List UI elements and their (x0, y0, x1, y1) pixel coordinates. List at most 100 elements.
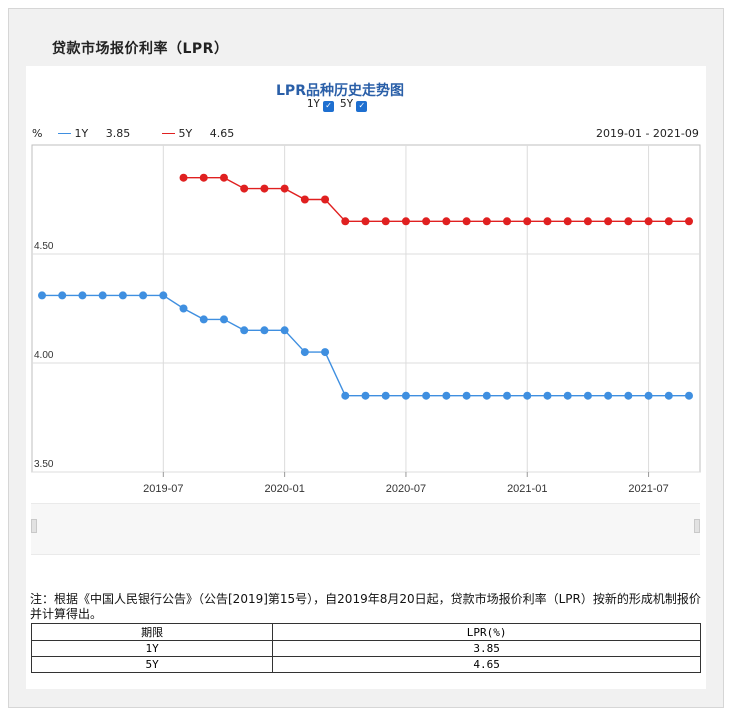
data-point-1y (462, 391, 471, 400)
y-tick-label: 4.50 (34, 241, 54, 252)
data-point-1y (624, 391, 633, 400)
data-point-1y (523, 391, 532, 400)
data-point-1y (280, 326, 289, 335)
data-point-5y (563, 217, 572, 226)
data-point-1y (361, 391, 370, 400)
range-handle-left[interactable] (31, 519, 37, 533)
data-point-1y (664, 391, 673, 400)
data-point-1y (543, 391, 552, 400)
data-point-5y (604, 217, 613, 226)
range-handle-right[interactable] (694, 519, 700, 533)
data-point-1y (422, 391, 431, 400)
data-point-5y (219, 173, 228, 182)
legend-line-5y (162, 133, 175, 134)
data-point-5y (361, 217, 370, 226)
data-point-1y (401, 391, 410, 400)
y-tick-label: 4.00 (34, 350, 54, 361)
x-tick-label: 2021-07 (628, 483, 668, 495)
lpr-table: 期限 LPR(%) 1Y 3.85 5Y 4.65 (30, 623, 701, 673)
data-point-1y (300, 348, 309, 357)
data-point-5y (240, 184, 249, 193)
data-point-1y (179, 304, 188, 313)
toggle-5y-label: 5Y (340, 97, 354, 110)
legend-value-5y: 4.65 (209, 127, 235, 140)
data-point-5y (482, 217, 491, 226)
data-point-1y (482, 391, 491, 400)
range-scroller[interactable] (31, 503, 700, 555)
toggle-1y-checkbox[interactable]: ✓ (323, 101, 334, 112)
data-point-1y (159, 291, 168, 300)
data-point-1y (118, 291, 127, 300)
data-point-5y (422, 217, 431, 226)
plot-area (31, 144, 701, 473)
data-point-1y (98, 291, 107, 300)
data-point-1y (442, 391, 451, 400)
line-chart: 4.50 4.00 3.50 2019-07 2020-01 2020-07 2021-01… (31, 144, 701, 495)
data-point-5y (462, 217, 471, 226)
table-cell-term: 1Y (30, 640, 274, 657)
legend-name-1y: 1Y (74, 127, 89, 140)
data-point-5y (401, 217, 410, 226)
table-row: 1Y 3.85 (30, 640, 701, 657)
note-text: 注：根据《中国人民银行公告》（公告[2019]第15号），自2019年8月20日… (30, 592, 701, 621)
series-toggles: 1Y ✓ 5Y ✓ (0, 97, 680, 112)
data-point-5y (664, 217, 673, 226)
data-point-1y (58, 291, 67, 300)
data-point-1y (604, 391, 613, 400)
data-point-5y (199, 173, 208, 182)
data-point-1y (219, 315, 228, 324)
table-header-lpr: LPR(%) (272, 623, 701, 641)
data-point-1y (503, 391, 512, 400)
page-title: 贷款市场报价利率（LPR） (52, 41, 229, 57)
data-point-5y (685, 217, 693, 226)
data-point-5y (523, 217, 532, 226)
x-tick-label: 2019-07 (143, 483, 183, 495)
x-tick-label: 2021-01 (507, 483, 547, 495)
data-point-1y (260, 326, 269, 335)
data-point-1y (381, 391, 390, 400)
legend-name-5y: 5Y (178, 127, 193, 140)
data-point-5y (300, 195, 309, 204)
data-point-5y (624, 217, 633, 226)
data-point-5y (341, 217, 350, 226)
data-point-5y (321, 195, 330, 204)
data-point-1y (139, 291, 148, 300)
x-tick-label: 2020-01 (264, 483, 304, 495)
legend-item-1y[interactable]: 1Y 3.85 (58, 127, 130, 140)
data-point-1y (341, 391, 350, 400)
legend-value-1y: 3.85 (105, 127, 131, 140)
data-point-5y (179, 173, 188, 182)
date-range: 2019-01 - 2021-09 (596, 127, 699, 140)
data-point-1y (199, 315, 208, 324)
data-point-1y (644, 391, 653, 400)
data-point-1y (563, 391, 572, 400)
table-cell-lpr: 4.65 (272, 656, 701, 673)
data-point-5y (280, 184, 289, 193)
data-point-5y (503, 217, 512, 226)
data-point-1y (685, 391, 693, 400)
data-point-1y (321, 348, 330, 357)
data-point-5y (644, 217, 653, 226)
data-point-5y (260, 184, 269, 193)
legend-item-5y[interactable]: 5Y 4.65 (162, 127, 234, 140)
y-tick-label: 3.50 (34, 459, 54, 470)
data-point-5y (442, 217, 451, 226)
chart-title: LPR品种历史走势图 (276, 83, 404, 99)
data-point-5y (381, 217, 390, 226)
toggle-5y-checkbox[interactable]: ✓ (356, 101, 368, 112)
x-tick-label: 2020-07 (386, 483, 426, 495)
data-point-1y (240, 326, 249, 335)
data-point-5y (583, 217, 592, 226)
data-point-1y (38, 291, 46, 300)
legend-line-1y (58, 133, 71, 134)
toggle-1y-label: 1Y (306, 97, 320, 110)
data-point-5y (543, 217, 552, 226)
unit-label: % (32, 127, 43, 140)
data-point-1y (583, 391, 592, 400)
data-point-1y (78, 291, 87, 300)
table-cell-lpr: 3.85 (272, 640, 701, 657)
table-header-term: 期限 (30, 623, 274, 641)
table-cell-term: 5Y (30, 656, 274, 673)
table-row: 5Y 4.65 (30, 656, 701, 673)
table-header-row: 期限 LPR(%) (30, 623, 701, 641)
